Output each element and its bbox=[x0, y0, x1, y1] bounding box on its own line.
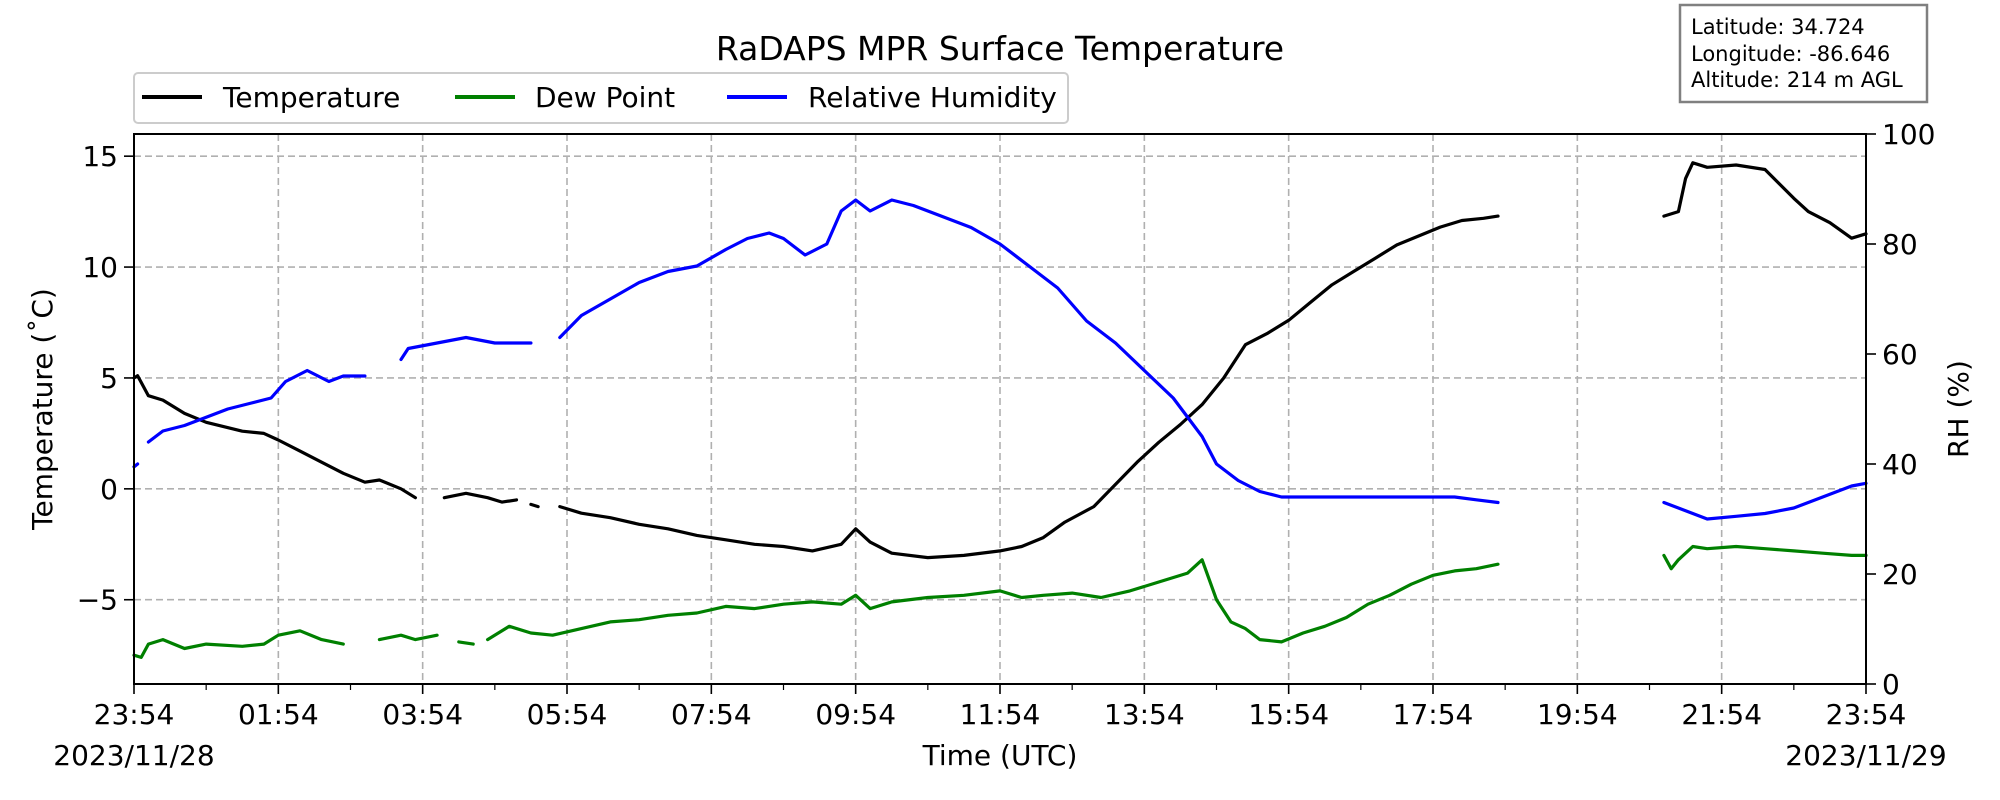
legend-label-dew-point: Dew Point bbox=[535, 81, 675, 114]
x-tick-label: 19:54 bbox=[1537, 698, 1618, 731]
station-altitude: Altitude: 214 m AGL bbox=[1691, 68, 1903, 92]
y2-axis-label: RH (%) bbox=[1942, 360, 1975, 458]
legend-label-temperature: Temperature bbox=[222, 81, 400, 114]
x-tick-label: 01:54 bbox=[238, 698, 319, 731]
chart-title: RaDAPS MPR Surface Temperature bbox=[716, 29, 1284, 68]
x-tick-label: 13:54 bbox=[1104, 698, 1185, 731]
series-line-dew-point bbox=[132, 544, 1868, 659]
series-line-temperature bbox=[132, 161, 1868, 560]
legend-box bbox=[133, 72, 1069, 124]
legend: Temperature Dew Point Relative Humidity bbox=[133, 72, 1069, 124]
station-longitude: Longitude: -86.646 bbox=[1691, 42, 1890, 66]
y2-tick-label: 40 bbox=[1882, 448, 1918, 481]
y2-tick-label: 0 bbox=[1882, 668, 1900, 701]
station-info-frame bbox=[1678, 3, 1929, 104]
start-date-label: 2023/11/28 bbox=[53, 739, 214, 772]
series-layer bbox=[132, 161, 1868, 659]
x-tick-label: 11:54 bbox=[960, 698, 1041, 731]
x-axis-label: Time (UTC) bbox=[922, 739, 1078, 772]
station-latitude: Latitude: 34.724 bbox=[1691, 15, 1865, 39]
x-tick-label: 03:54 bbox=[382, 698, 463, 731]
x-tick-label: 23:54 bbox=[94, 698, 175, 731]
y-tick-label: 0 bbox=[100, 473, 118, 506]
series-line-relative-humidity bbox=[132, 198, 1868, 521]
y-tick-label: −5 bbox=[77, 584, 118, 617]
x-tick-label: 21:54 bbox=[1681, 698, 1762, 731]
y2-tick-label: 20 bbox=[1882, 558, 1918, 591]
x-tick-label: 09:54 bbox=[815, 698, 896, 731]
x-tick-label: 15:54 bbox=[1248, 698, 1329, 731]
x-tick-label: 05:54 bbox=[527, 698, 608, 731]
y-axis-label: Temperature (˚C) bbox=[26, 288, 59, 531]
end-date-label: 2023/11/29 bbox=[1785, 739, 1946, 772]
y-tick-label: 5 bbox=[100, 362, 118, 395]
y-tick-label: 15 bbox=[82, 140, 118, 173]
tick-layer: 23:54 01:54 03:54 05:54 07:54 09:54 11:54 13:54… bbox=[77, 118, 1936, 731]
y2-tick-label: 100 bbox=[1882, 118, 1935, 151]
station-info-box: Latitude: 34.724 Longitude: -86.646 Alti… bbox=[1678, 3, 1929, 104]
y2-tick-label: 60 bbox=[1882, 338, 1918, 371]
x-tick-label: 23:54 bbox=[1826, 698, 1907, 731]
y-tick-label: 10 bbox=[82, 251, 118, 284]
legend-label-relative-humidity: Relative Humidity bbox=[808, 81, 1057, 114]
grid-lines bbox=[134, 134, 1866, 684]
y2-tick-label: 80 bbox=[1882, 228, 1918, 261]
x-tick-label: 17:54 bbox=[1393, 698, 1474, 731]
x-tick-label: 07:54 bbox=[671, 698, 752, 731]
